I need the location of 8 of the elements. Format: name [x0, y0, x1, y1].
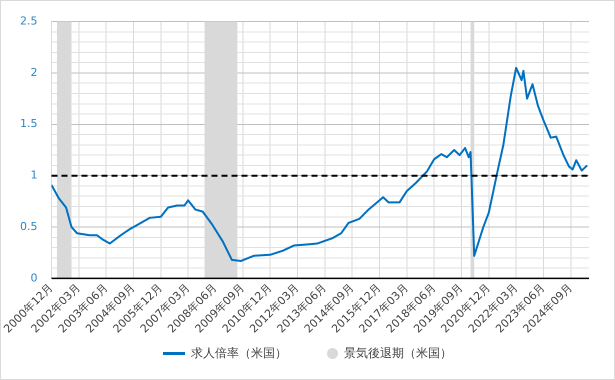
legend-label: 景気後退期（米国）: [344, 345, 452, 362]
y-tick-label: 1.5: [20, 117, 38, 130]
y-tick-label: 2.5: [20, 14, 38, 28]
y-tick-label: 0: [30, 271, 38, 284]
y-tick-label: 2: [30, 66, 38, 79]
y-tick-label: 1: [30, 168, 38, 182]
legend-label: 求人倍率（米国）: [191, 345, 287, 362]
y-tick-label: 0.5: [20, 220, 38, 233]
